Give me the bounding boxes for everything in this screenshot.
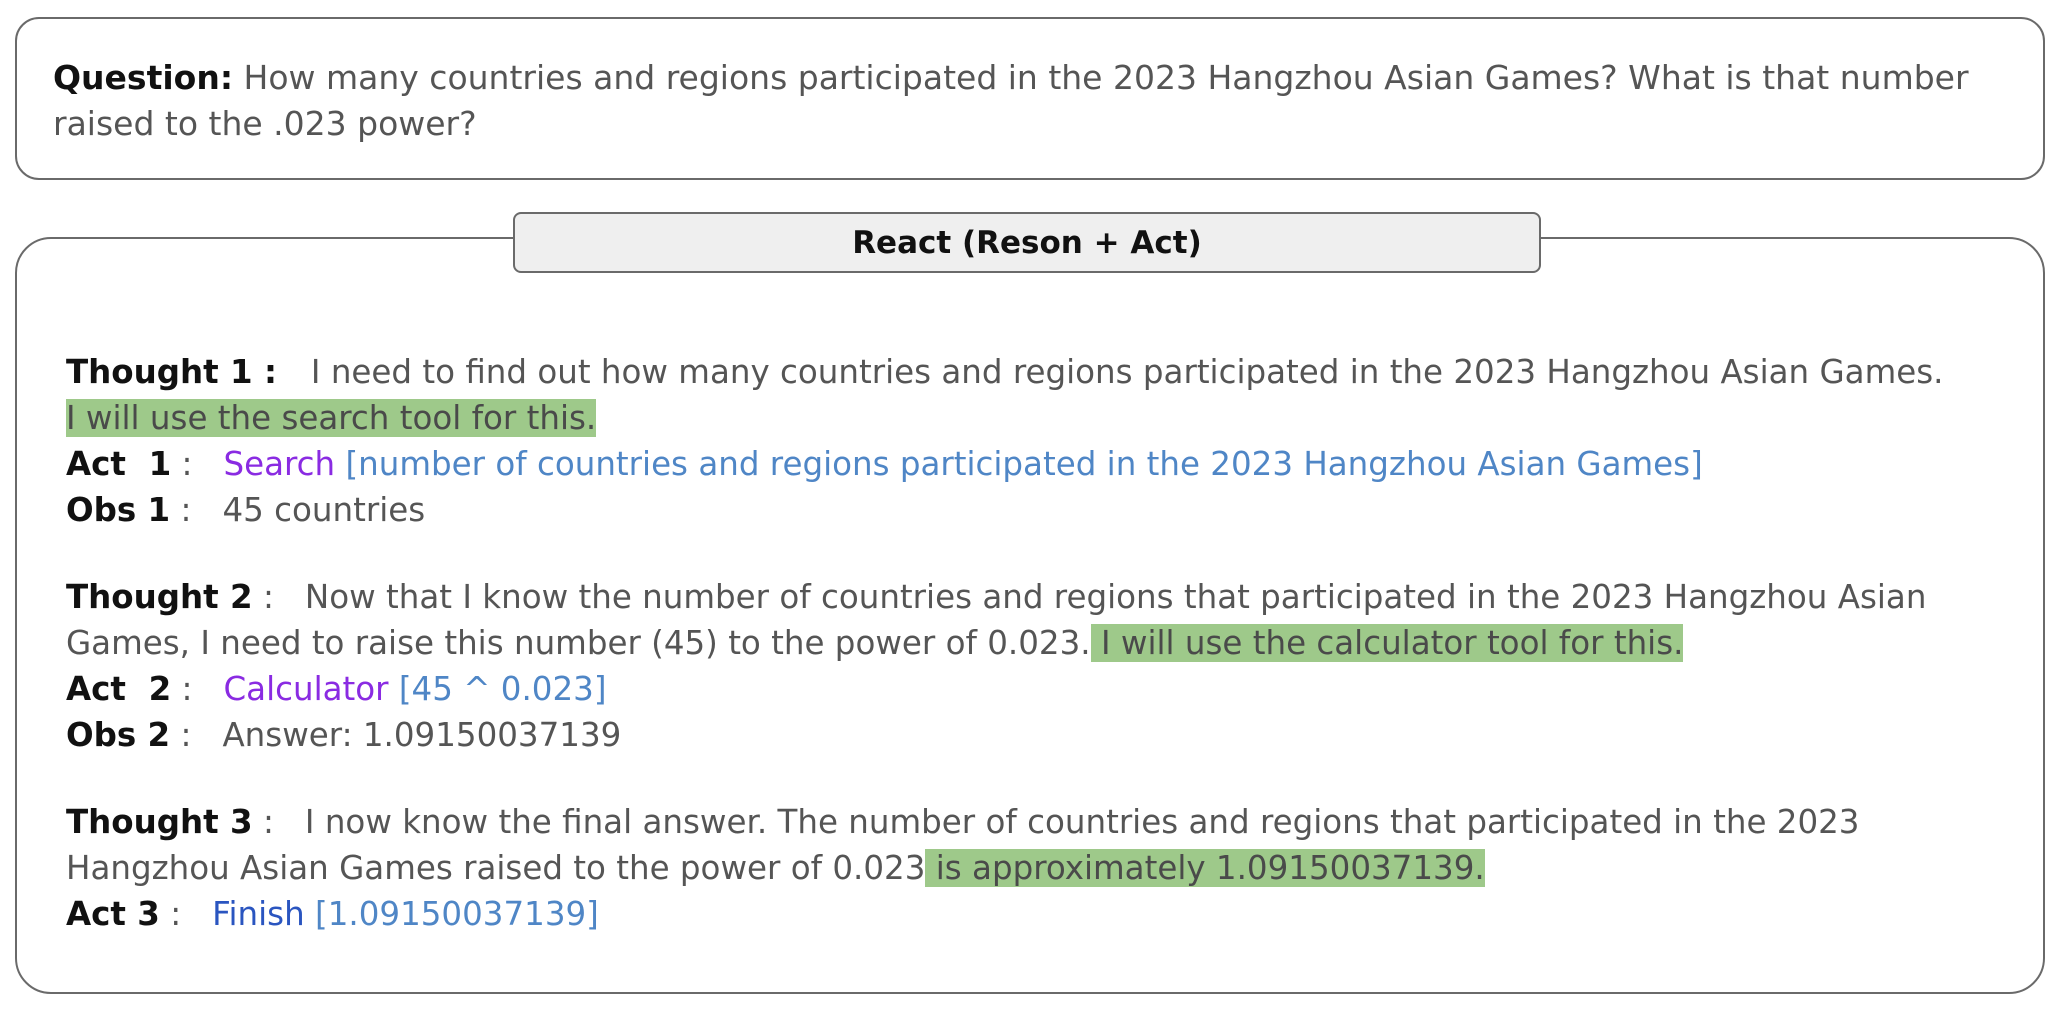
- thought-2-label: Thought 2: [66, 578, 253, 616]
- act-1-argument: [number of countries and regions partici…: [335, 445, 1703, 483]
- obs-2-text: Answer: 1.09150037139: [222, 716, 622, 754]
- obs-1-sep: :: [170, 491, 223, 529]
- act-3-sep: :: [159, 895, 213, 933]
- obs-1-label: Obs 1: [66, 491, 171, 529]
- thought-3-highlight: is approximately 1.09150037139.: [925, 849, 1485, 887]
- thought-1-text: I need to find out how many countries an…: [310, 353, 1944, 391]
- act-2-sep: :: [171, 670, 224, 708]
- question-text: How many countries and regions participa…: [53, 58, 1969, 143]
- question-label: Question:: [53, 58, 234, 97]
- obs-2-line: Obs 2 : Answer: 1.09150037139: [66, 712, 2016, 758]
- act-2-tool: Calculator: [223, 670, 389, 708]
- thought-3-sep: :: [252, 803, 305, 841]
- act-1-sep: :: [171, 445, 224, 483]
- act-1-label: Act 1: [66, 445, 172, 483]
- act-1-tool: Search: [223, 445, 336, 483]
- thought-1-sep: :: [252, 353, 311, 391]
- act-1-line: Act 1 : Search [number of countries and …: [66, 441, 2016, 487]
- react-steps: Thought 1 : I need to find out how many …: [66, 349, 2016, 978]
- act-3-line: Act 3 : Finish [1.09150037139]: [66, 891, 2016, 937]
- act-2-label: Act 2: [66, 670, 172, 708]
- obs-1-text: 45 countries: [222, 491, 426, 529]
- thought-2-sep: :: [252, 578, 305, 616]
- react-header: React (Reson + Act): [513, 212, 1541, 273]
- thought-3-line: Thought 3 : I now know the final answer.…: [66, 799, 2016, 891]
- step-2: Thought 2 : Now that I know the number o…: [66, 574, 2016, 758]
- thought-3-label: Thought 3: [66, 803, 253, 841]
- act-2-argument: [45 ^ 0.023]: [388, 670, 607, 708]
- step-1: Thought 1 : I need to find out how many …: [66, 349, 2016, 533]
- thought-3-text: I now know the final answer. The number …: [66, 803, 1860, 887]
- obs-1-line: Obs 1 : 45 countries: [66, 487, 2016, 533]
- thought-2-text: Now that I know the number of countries …: [66, 578, 1927, 662]
- thought-2-line: Thought 2 : Now that I know the number o…: [66, 574, 2016, 666]
- obs-2-sep: :: [170, 716, 223, 754]
- act-3-tool: Finish: [212, 895, 305, 933]
- question-box: Question: How many countries and regions…: [15, 17, 2045, 180]
- act-3-argument: [1.09150037139]: [304, 895, 599, 933]
- thought-2-highlight: I will use the calculator tool for this.: [1090, 624, 1684, 662]
- act-2-line: Act 2 : Calculator [45 ^ 0.023]: [66, 666, 2016, 712]
- thought-1-label: Thought 1: [66, 353, 253, 391]
- step-3: Thought 3 : I now know the final answer.…: [66, 799, 2016, 937]
- thought-1-line: Thought 1 : I need to find out how many …: [66, 349, 2016, 441]
- thought-1-highlight: I will use the search tool for this.: [66, 399, 597, 437]
- obs-2-label: Obs 2: [66, 716, 171, 754]
- act-3-label: Act 3: [66, 895, 160, 933]
